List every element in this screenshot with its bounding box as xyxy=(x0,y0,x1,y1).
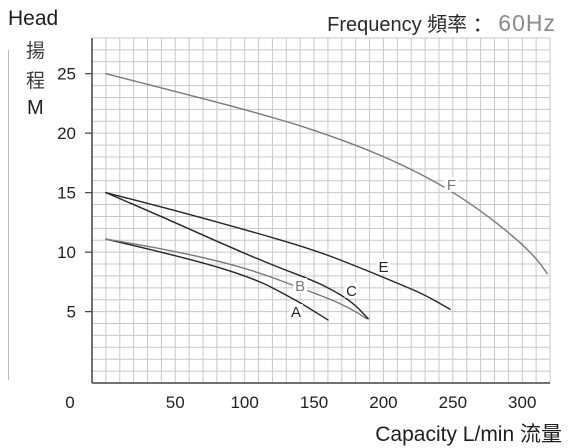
x-tick-label: 0 xyxy=(65,393,74,412)
y-axis-label-cn-1: 揚 xyxy=(26,41,46,62)
curve-label-f: F xyxy=(447,177,456,194)
plot-frame xyxy=(91,38,550,384)
x-tick-label: 50 xyxy=(166,393,185,412)
y-axis-unit: M xyxy=(27,97,44,119)
curve-label-a: A xyxy=(291,304,301,321)
y-axis-label-en: Head xyxy=(8,7,59,30)
x-tick-label: 150 xyxy=(300,393,328,412)
chart-grid xyxy=(92,37,551,383)
y-tick-label: 20 xyxy=(57,124,76,143)
series-line-b xyxy=(105,238,368,320)
series-line-f xyxy=(105,72,548,275)
x-axis-label: Capacity L/min 流量 xyxy=(375,423,562,446)
y-axis-label-cn-2: 程 xyxy=(26,71,46,92)
x-tick-label: 250 xyxy=(439,393,467,412)
y-tick-label: 5 xyxy=(67,303,76,322)
x-tick-label: 100 xyxy=(230,393,258,412)
curve-label-bg xyxy=(444,176,459,192)
curve-label-b: B xyxy=(295,278,305,295)
x-tick-label: 300 xyxy=(508,393,536,412)
series-line-c xyxy=(105,191,369,320)
frequency-text: Frequency 頻率 ： xyxy=(327,14,493,36)
series-line-e xyxy=(105,191,451,310)
frequency-label: Frequency 頻率 ： 60Hz xyxy=(327,8,556,37)
curve-labels: AB C E F xyxy=(289,176,459,321)
curve-label-c: C xyxy=(346,283,357,300)
series-line-a xyxy=(105,238,329,321)
curve-label-bg xyxy=(289,304,304,320)
curve-label-e: E xyxy=(378,259,388,276)
x-tick-label: 200 xyxy=(369,393,397,412)
frequency-value: 60Hz xyxy=(498,10,556,36)
curve-label-bg xyxy=(344,282,359,298)
y-tick-label: 10 xyxy=(57,243,76,262)
curve-label-bg xyxy=(376,258,391,274)
y-tick-label: 25 xyxy=(57,65,76,84)
curve-label-bg xyxy=(293,278,308,294)
series-lines xyxy=(105,72,548,321)
y-tick-label: 15 xyxy=(57,184,76,203)
previous-chart-edge xyxy=(0,50,9,380)
